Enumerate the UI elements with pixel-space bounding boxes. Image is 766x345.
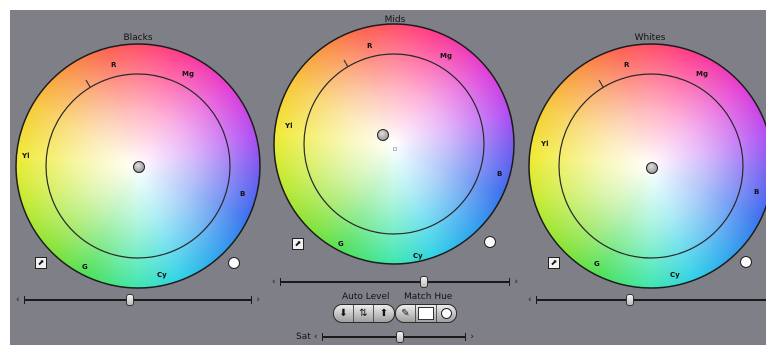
slider-thumb[interactable] [626,294,634,306]
auto-level-button-group: ⬇ ⇅ ⬆ [333,304,395,323]
eyedropper-icon: ✎ [401,308,410,319]
slider-track [280,281,510,283]
select-auto-balance-icon: ⬈ [550,258,558,267]
whites-hue-r: R [624,61,630,69]
match-hue-button-group: ✎ [395,304,457,323]
blacks-center-handle[interactable] [133,161,145,173]
blacks-hue-r: R [111,61,117,69]
slider-thumb[interactable] [126,294,134,306]
auto-white-icon: ⬆ [379,308,389,319]
blacks-hue-cy: Cy [157,271,167,279]
mids-color-wheel[interactable] [266,18,522,274]
select-color-button[interactable]: ✎ [396,305,416,322]
auto-white-button[interactable]: ⬆ [374,305,394,322]
mids-center-marker [393,147,397,151]
blacks-level-slider[interactable]: ‹ › [16,294,260,306]
mids-reset-button[interactable]: ⬈ [292,238,304,250]
blacks-hue-g: G [82,263,88,271]
select-auto-balance-icon: ⬈ [37,258,45,267]
whites-hue-b: B [754,188,760,196]
match-hue-label: Match Hue [404,292,453,302]
slider-left-arrow-icon[interactable]: ‹ [528,295,532,305]
mids-title: Mids [384,15,406,25]
whites-hue-yl: Yl [541,140,549,148]
mids-center-handle[interactable] [377,129,389,141]
mids-hue-r: R [367,42,373,50]
slider-endcap [509,278,510,286]
mids-balance-reset-circle[interactable] [484,236,496,248]
mids-hue-yl: Yl [285,122,293,130]
blacks-reset-button[interactable]: ⬈ [35,257,47,269]
blacks-balance-reset-circle[interactable] [228,257,240,269]
slider-thumb[interactable] [396,331,404,343]
slider-thumb[interactable] [420,276,428,288]
blacks-title: Blacks [123,33,153,43]
blacks-color-wheel[interactable] [10,37,268,297]
mids-hue-mg: Mg [440,52,452,60]
slider-track [24,299,252,301]
whites-hue-cy: Cy [670,271,680,279]
auto-black-button[interactable]: ⬇ [334,305,354,322]
mids-level-slider[interactable]: ‹ › [272,276,518,288]
slider-right-arrow-icon[interactable]: › [256,295,260,305]
color-swatch [418,307,434,320]
mids-hue-g: G [338,240,344,248]
circle-icon [441,308,452,319]
whites-balance-reset-circle[interactable] [740,256,752,268]
blacks-hue-b: B [240,190,246,198]
auto-black-icon: ⬇ [339,308,348,319]
slider-left-arrow-icon[interactable]: ‹ [16,295,20,305]
match-color-swatch[interactable] [416,305,437,322]
auto-contrast-icon: ⇅ [359,308,368,319]
slider-endcap [465,333,466,341]
sat-slider[interactable]: ‹ › [314,331,474,343]
blacks-hue-yl: Yl [22,152,30,160]
slider-left-arrow-icon[interactable]: ‹ [314,332,318,342]
slider-right-arrow-icon[interactable]: › [470,332,474,342]
slider-track [322,336,466,338]
sat-label: Sat [296,332,311,342]
mids-hue-cy: Cy [413,252,423,260]
slider-right-arrow-icon[interactable]: › [514,277,518,287]
auto-level-label: Auto Level [342,292,390,302]
whites-level-slider[interactable]: ‹ [528,294,766,306]
whites-hue-g: G [594,260,600,268]
whites-reset-button[interactable]: ⬈ [548,257,560,269]
select-auto-balance-icon: ⬈ [294,239,302,248]
slider-track [536,299,766,301]
whites-title: Whites [634,33,666,43]
slider-left-arrow-icon[interactable]: ‹ [272,277,276,287]
auto-contrast-button[interactable]: ⇅ [354,305,374,322]
whites-hue-mg: Mg [696,70,708,78]
color-corrector-panel: Blacks R Mg Yl B G Cy [10,10,766,345]
mids-hue-b: B [497,170,503,178]
whites-center-handle[interactable] [646,162,658,174]
reset-match-hue-button[interactable] [437,305,456,322]
slider-endcap [251,296,252,304]
blacks-hue-mg: Mg [182,70,194,78]
